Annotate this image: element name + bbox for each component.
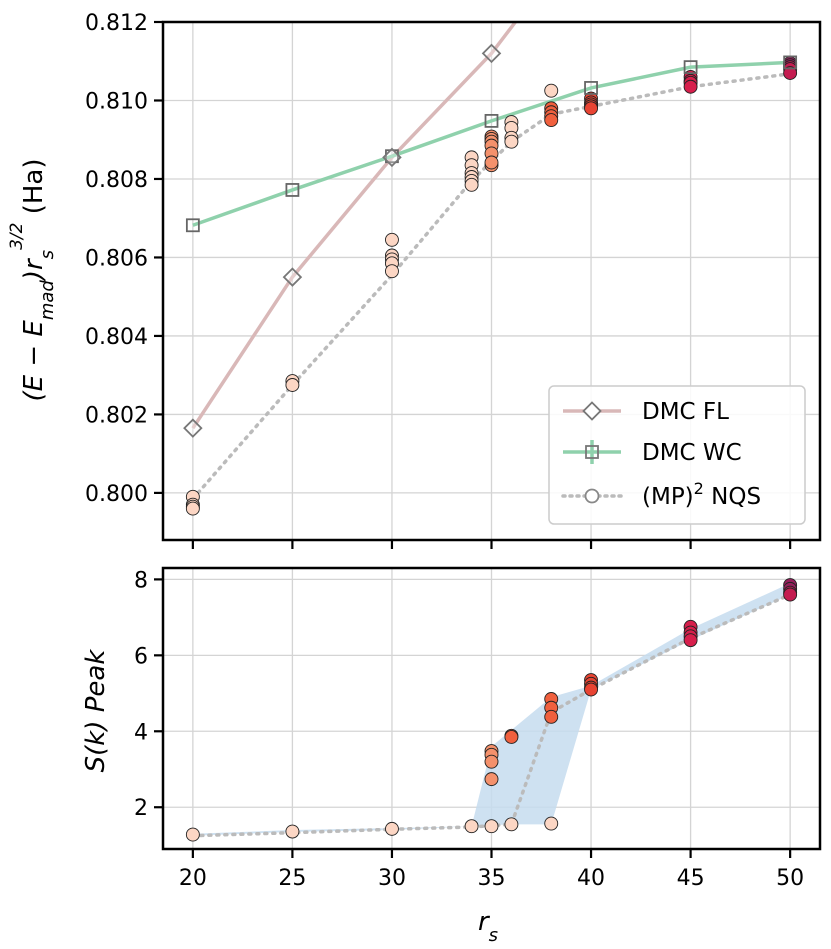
nqs-sample-point (385, 264, 399, 279)
legend: DMC FL DMC WC (MP)2 NQS (548, 385, 806, 525)
sk-peak-point (484, 772, 499, 787)
sk-peak-point (504, 730, 519, 744)
grid-bottom (163, 568, 820, 849)
nqs-sample-point (584, 101, 598, 116)
sk-peak-point (544, 709, 559, 724)
sk-peak-point (783, 587, 798, 602)
y-tick-label-top: 0.810 (85, 89, 148, 114)
y-tick-label-bottom: 8 (134, 568, 148, 593)
dmc-fl-marker (382, 147, 402, 168)
structure-factor-panel: 20 25 30 35 40 45 50 2 4 6 8 (134, 566, 822, 891)
x-tick-label: 30 (378, 866, 406, 891)
legend-label-dmc-wc: DMC WC (642, 440, 742, 466)
y-tick-label-bottom: 4 (134, 720, 148, 745)
dmc-wc-line (192, 60, 791, 227)
sk-peak-point (683, 633, 698, 648)
nqs-sample-point (464, 177, 479, 192)
dmc-fl-marker (481, 43, 502, 64)
dmc-wc-marker (385, 149, 399, 164)
y-ticks-top: 0.800 0.802 0.804 0.806 0.808 0.810 0.812 (85, 11, 163, 507)
dmc-wc-marker (484, 113, 499, 128)
dmc-wc-marker (584, 81, 598, 95)
x-tick-label: 40 (577, 866, 605, 891)
dmc-fl-marker (183, 418, 203, 438)
bottom-y-axis-label: S(k) Peak (81, 649, 111, 773)
plot-top (183, 22, 798, 516)
nqs-sample-point (783, 66, 798, 80)
sk-peak-point (544, 816, 559, 831)
x-tick-label: 50 (776, 866, 804, 891)
y-tick-label-bottom: 2 (134, 796, 148, 821)
y-ticks-bottom: 2 4 6 8 (134, 568, 163, 821)
y-tick-label-top: 0.802 (85, 403, 148, 428)
dmc-wc-marker (783, 55, 798, 70)
y-tick-label-bottom: 6 (134, 644, 148, 669)
dmc-fl-marker (282, 267, 303, 287)
legend-label-dmc-fl: DMC FL (642, 399, 729, 425)
x-ticks-bottom: 20 25 30 35 40 45 50 (179, 849, 804, 891)
nqs-sample-point (484, 155, 499, 170)
sk-peak-point (385, 821, 399, 836)
sk-peak-point (584, 682, 598, 697)
x-tick-label: 25 (278, 866, 306, 891)
sk-peak-point (464, 819, 479, 834)
y-tick-label-top: 0.804 (85, 325, 148, 350)
plot-bottom (185, 578, 798, 842)
legend-label-nqs: (MP)2 NQS (642, 479, 761, 510)
legend-frame (548, 385, 806, 525)
dmc-wc-marker (185, 218, 200, 233)
x-tick-label: 45 (677, 866, 705, 891)
nqs-sample-point (683, 79, 698, 94)
y-tick-label-top: 0.808 (85, 168, 148, 193)
x-tick-label: 35 (478, 866, 506, 891)
x-axis-label: rs (478, 907, 498, 946)
legend-marker-dmc-fl (582, 401, 602, 421)
x-tick-label: 20 (179, 866, 207, 891)
nqs-sample-point (544, 83, 559, 98)
y-tick-label-top: 0.812 (85, 11, 148, 36)
sk-peak-point (185, 827, 200, 842)
top-y-axis-label: (E − Emad)rs3/2 (Ha) (7, 159, 58, 402)
dmc-wc-marker (285, 183, 300, 197)
sk-peak-point (285, 824, 300, 839)
sk-peak-point (484, 819, 499, 834)
legend-marker-nqs (584, 488, 600, 504)
nqs-sample-point (285, 378, 300, 392)
nqs-sample-point (504, 134, 519, 149)
y-tick-label-top: 0.800 (85, 482, 148, 507)
energy-panel: 0.800 0.802 0.804 0.806 0.808 0.810 0.812 (85, 11, 822, 549)
x-ticks-top (191, 540, 792, 549)
sk-peak-point (484, 754, 499, 769)
sk-peak-point (504, 817, 519, 832)
dmc-wc-marker (683, 60, 698, 75)
legend-marker-dmc-wc (585, 445, 599, 459)
y-tick-label-top: 0.806 (85, 246, 148, 271)
nqs-sample-point (385, 232, 399, 247)
nqs-sample-point (544, 113, 559, 128)
nqs-sample-point (185, 501, 200, 516)
